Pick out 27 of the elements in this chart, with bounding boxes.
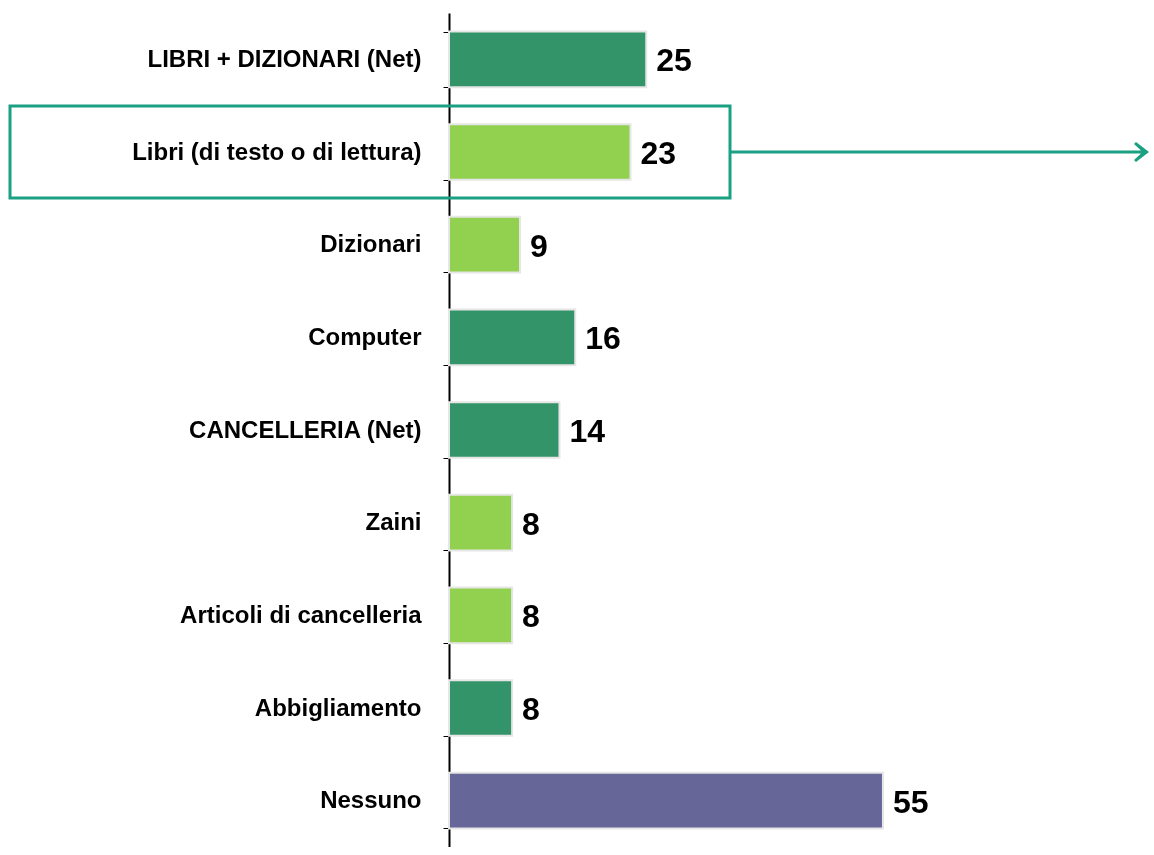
bar <box>448 586 514 645</box>
data-label: 8 <box>522 691 540 727</box>
bar <box>448 401 561 459</box>
data-label: 55 <box>892 783 929 820</box>
y-tick-label: Zaini <box>365 508 422 536</box>
y-tick-label: Computer <box>308 322 422 350</box>
data-label: 9 <box>530 227 548 264</box>
data-label: 8 <box>522 598 540 635</box>
data-label: 25 <box>656 42 692 79</box>
bar <box>448 123 632 181</box>
bar <box>448 771 884 830</box>
bar <box>448 308 577 367</box>
y-tick-label: Articoli di cancelleria <box>180 600 423 628</box>
y-tick-label: Abbigliamento <box>254 693 422 721</box>
data-label: 23 <box>640 135 677 171</box>
data-label: 16 <box>585 320 621 357</box>
bar <box>448 493 514 552</box>
y-tick-label: Libri (di testo o di lettura) <box>132 137 422 165</box>
y-tick-label: Nessuno <box>320 786 422 814</box>
y-tick-label: CANCELLERIA (Net) <box>189 415 422 443</box>
bar <box>448 679 514 737</box>
y-tick-label: LIBRI + DIZIONARI (Net) <box>147 44 422 72</box>
bar <box>448 215 522 274</box>
y-tick-label: Dizionari <box>320 230 422 258</box>
data-label: 14 <box>569 413 606 449</box>
data-label: 8 <box>522 505 540 542</box>
bar <box>448 30 648 89</box>
